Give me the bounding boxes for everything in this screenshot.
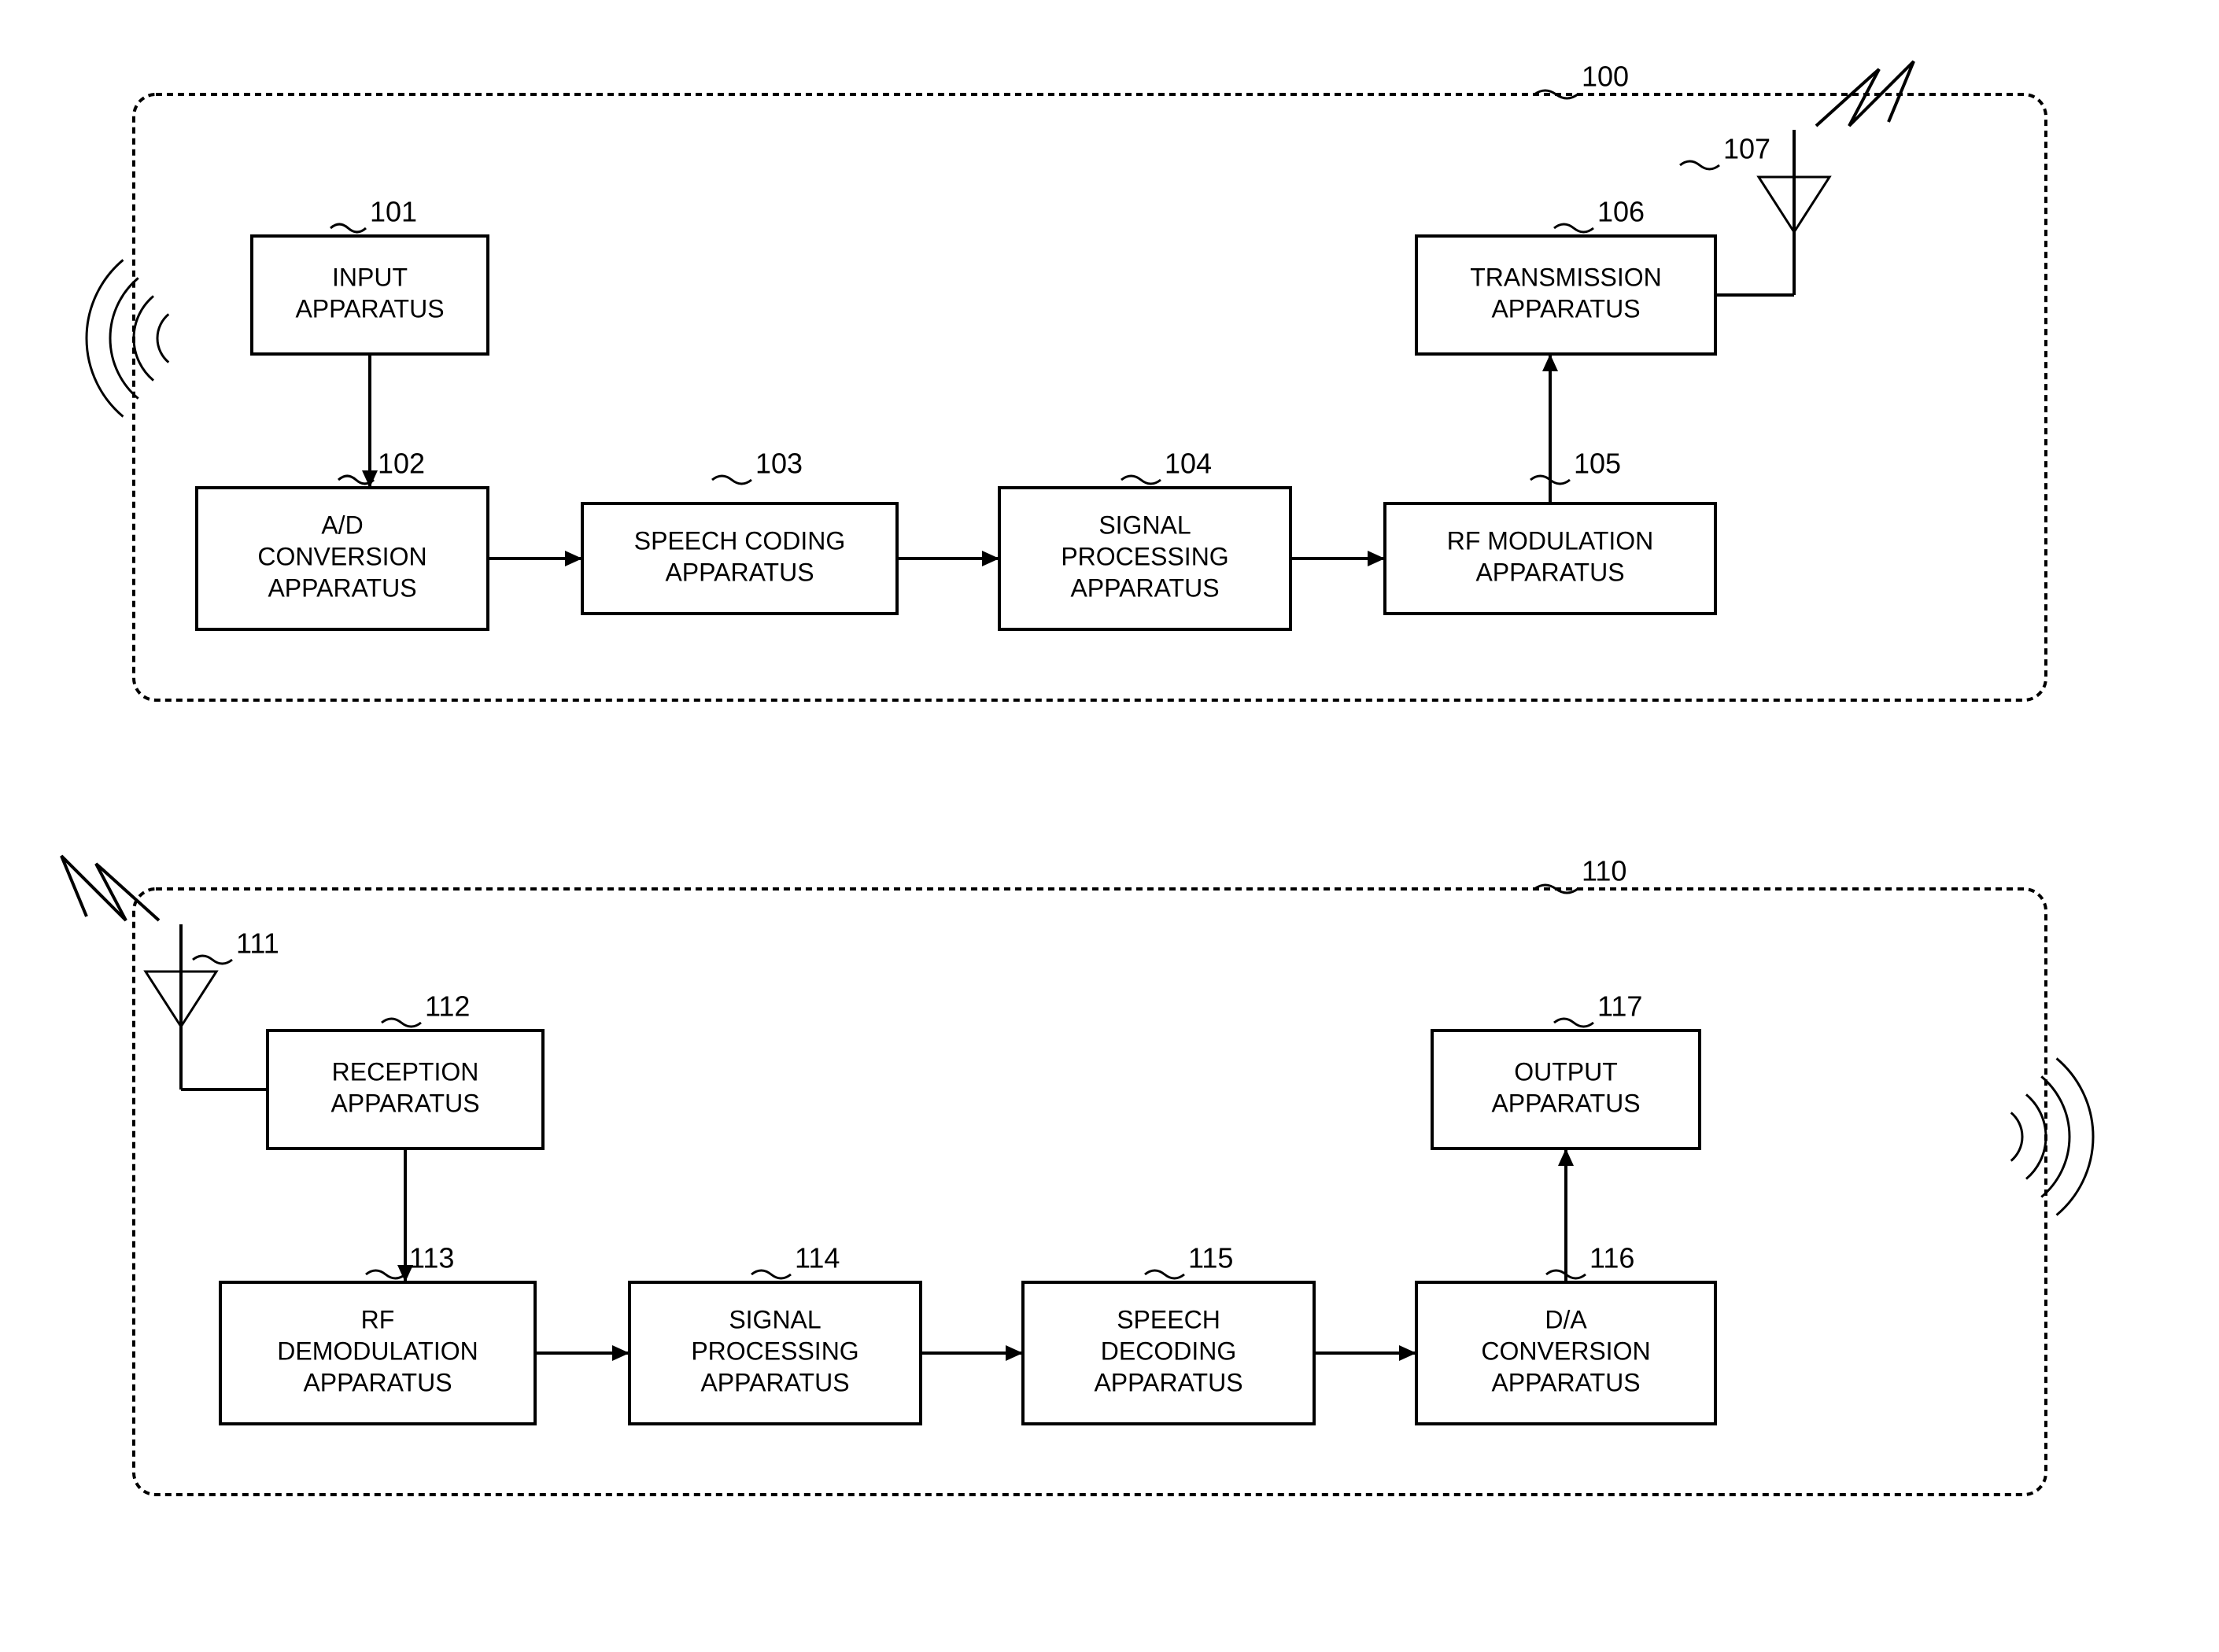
block-label: CONVERSION: [257, 542, 426, 570]
ref-num: 101: [370, 196, 417, 228]
arrowhead: [1399, 1345, 1416, 1361]
ref-tilde: [751, 1270, 791, 1278]
ref-num: 103: [755, 448, 803, 480]
block-label: APPARATUS: [1475, 558, 1624, 586]
arrowhead: [1558, 1149, 1574, 1166]
block-label: APPARATUS: [1491, 294, 1640, 323]
block-label: APPARATUS: [268, 573, 416, 602]
arrowhead: [1006, 1345, 1023, 1361]
block-label: APPARATUS: [1491, 1368, 1640, 1396]
block-label: CONVERSION: [1481, 1337, 1650, 1365]
block-label: RF: [361, 1305, 395, 1333]
ref-tilde: [382, 1019, 421, 1027]
diagram-canvas: 100 INPUT APPARATUS 101 A/D CONVERSION APPARAT…: [0, 0, 2219, 1652]
ref-tilde: [1121, 476, 1161, 484]
block-label: PROCESSING: [1061, 542, 1228, 570]
block-label: RECEPTION: [332, 1057, 479, 1086]
ref-tilde: [330, 224, 366, 232]
ref-tilde: [712, 476, 751, 484]
ref-tilde: [193, 956, 232, 964]
block-label: A/D: [321, 511, 363, 539]
ref-num: 113: [409, 1242, 454, 1274]
block-label: PROCESSING: [691, 1337, 858, 1365]
block-label: APPARATUS: [665, 558, 814, 586]
ref-num: 110: [1582, 855, 1626, 887]
block-label: SIGNAL: [1098, 511, 1191, 539]
sound-wave-arc: [134, 296, 153, 380]
arrowhead: [362, 470, 378, 488]
ref-tilde: [1145, 1270, 1184, 1278]
arrowhead: [1368, 551, 1385, 566]
sound-wave-arc: [157, 314, 168, 362]
block-label: RF MODULATION: [1447, 526, 1654, 555]
ref-num: 106: [1597, 196, 1645, 228]
ref-num: 102: [378, 448, 425, 480]
block-label: OUTPUT: [1514, 1057, 1618, 1086]
sound-wave-arc: [2026, 1094, 2046, 1178]
block-label: SPEECH CODING: [634, 526, 845, 555]
ref-num: 100: [1582, 61, 1629, 93]
ref-tilde: [366, 1270, 405, 1278]
block-label: INPUT: [332, 263, 408, 291]
block-label: APPARATUS: [700, 1368, 849, 1396]
block-label: APPARATUS: [1094, 1368, 1242, 1396]
ref-num: 115: [1188, 1242, 1233, 1274]
block-label: DEMODULATION: [277, 1337, 478, 1365]
ref-num: 105: [1574, 448, 1621, 480]
ref-num: 116: [1589, 1242, 1634, 1274]
ref-num: 111: [236, 927, 279, 960]
arrowhead: [612, 1345, 630, 1361]
sound-wave-arc: [87, 260, 123, 416]
block-label: SIGNAL: [729, 1305, 821, 1333]
sound-wave-arc: [2057, 1058, 2093, 1215]
antenna-spark-111: [61, 856, 159, 920]
ref-tilde: [1554, 224, 1593, 232]
ref-tilde: [1554, 1019, 1593, 1027]
ref-num: 117: [1597, 990, 1642, 1023]
ref-num: 114: [795, 1242, 840, 1274]
ref-num: 104: [1165, 448, 1212, 480]
block-label: DECODING: [1101, 1337, 1236, 1365]
arrowhead: [1542, 354, 1558, 371]
block-label: APPARATUS: [303, 1368, 452, 1396]
block-label: APPARATUS: [1070, 573, 1219, 602]
ref-num: 107: [1723, 133, 1770, 165]
block-label: D/A: [1545, 1305, 1587, 1333]
sound-wave-arc: [2011, 1112, 2022, 1160]
arrowhead: [982, 551, 999, 566]
ref-tilde: [1680, 161, 1719, 169]
block-label: APPARATUS: [295, 294, 444, 323]
arrowhead: [565, 551, 582, 566]
block-label: APPARATUS: [1491, 1089, 1640, 1117]
ref-num: 112: [425, 990, 470, 1023]
block-label: APPARATUS: [330, 1089, 479, 1117]
block-label: SPEECH: [1117, 1305, 1220, 1333]
block-label: TRANSMISSION: [1470, 263, 1662, 291]
